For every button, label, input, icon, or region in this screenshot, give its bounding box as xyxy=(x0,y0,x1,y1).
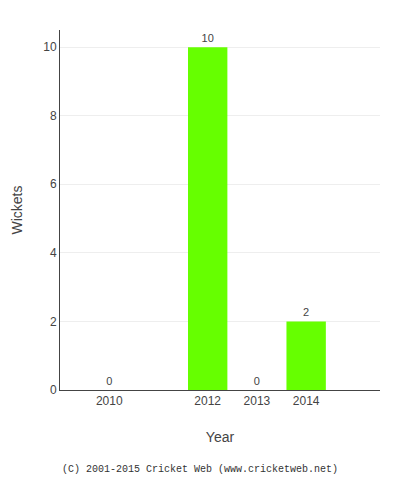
svg-text:6: 6 xyxy=(50,177,57,191)
svg-text:(C) 2001-2015 Cricket Web (www: (C) 2001-2015 Cricket Web (www.cricketwe… xyxy=(62,464,338,475)
svg-text:2: 2 xyxy=(303,306,309,318)
svg-text:10: 10 xyxy=(43,40,57,54)
svg-text:2014: 2014 xyxy=(293,394,320,408)
svg-text:4: 4 xyxy=(50,246,57,260)
svg-text:2012: 2012 xyxy=(194,394,221,408)
svg-text:0: 0 xyxy=(50,383,57,397)
svg-text:0: 0 xyxy=(254,375,260,387)
svg-text:2013: 2013 xyxy=(244,394,271,408)
svg-text:2010: 2010 xyxy=(96,394,123,408)
svg-text:10: 10 xyxy=(202,32,214,44)
svg-text:2: 2 xyxy=(50,315,57,329)
svg-text:Wickets: Wickets xyxy=(9,186,25,235)
svg-text:Year: Year xyxy=(206,429,235,445)
svg-text:0: 0 xyxy=(106,375,112,387)
svg-text:8: 8 xyxy=(50,109,57,123)
